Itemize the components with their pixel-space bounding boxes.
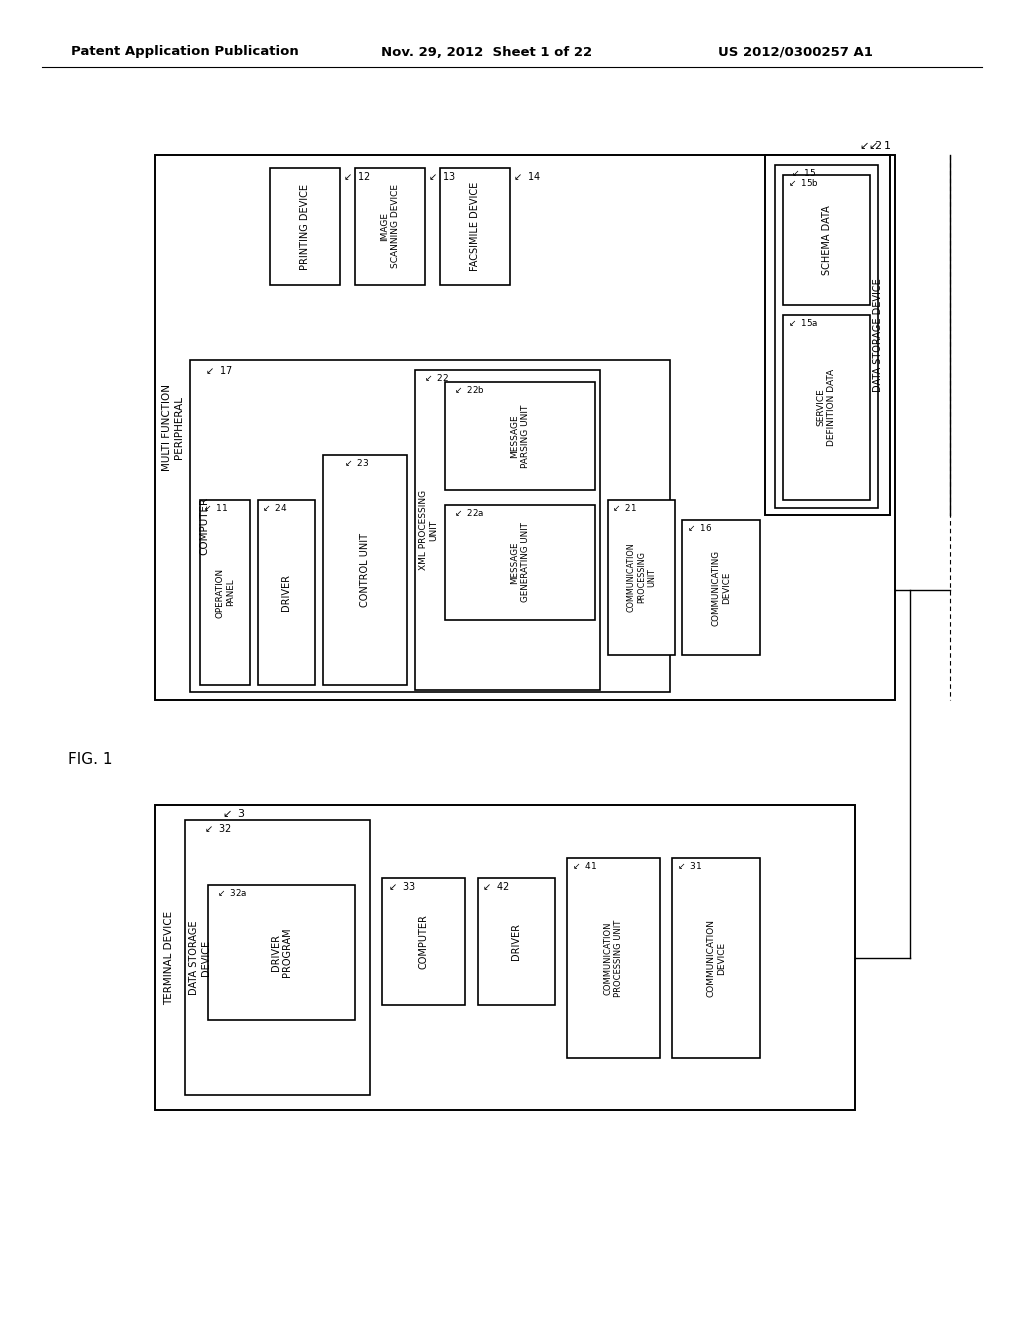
Text: $\swarrow$ 16: $\swarrow$ 16 bbox=[686, 521, 712, 533]
Text: MESSAGE
PARSING UNIT: MESSAGE PARSING UNIT bbox=[510, 404, 529, 467]
Text: SCHEMA DATA: SCHEMA DATA bbox=[821, 205, 831, 275]
Text: TERMINAL DEVICE: TERMINAL DEVICE bbox=[164, 911, 174, 1005]
Text: $\swarrow$ 2: $\swarrow$ 2 bbox=[857, 139, 882, 150]
Text: COMMUNICATION
PROCESSING
UNIT: COMMUNICATION PROCESSING UNIT bbox=[627, 543, 656, 612]
Text: $\swarrow$ 22: $\swarrow$ 22 bbox=[423, 372, 450, 383]
Text: $\swarrow$ 33: $\swarrow$ 33 bbox=[387, 880, 416, 892]
Bar bbox=[355, 168, 425, 285]
Bar bbox=[783, 176, 870, 305]
Text: DRIVER
PROGRAM: DRIVER PROGRAM bbox=[270, 928, 292, 977]
Bar bbox=[478, 878, 555, 1005]
Text: COMMUNICATING
DEVICE: COMMUNICATING DEVICE bbox=[712, 549, 731, 626]
Text: COMPUTER: COMPUTER bbox=[419, 913, 428, 969]
Bar bbox=[155, 154, 895, 700]
Text: DRIVER: DRIVER bbox=[512, 923, 521, 960]
Bar bbox=[190, 360, 670, 692]
Text: FIG. 1: FIG. 1 bbox=[68, 752, 113, 767]
Text: Nov. 29, 2012  Sheet 1 of 22: Nov. 29, 2012 Sheet 1 of 22 bbox=[381, 45, 593, 58]
Text: Patent Application Publication: Patent Application Publication bbox=[71, 45, 299, 58]
Text: $\swarrow$ 23: $\swarrow$ 23 bbox=[343, 457, 370, 469]
Bar bbox=[682, 520, 760, 655]
Text: $\swarrow$ 15: $\swarrow$ 15 bbox=[790, 168, 816, 178]
Bar bbox=[445, 506, 595, 620]
Text: $\swarrow$ 22b: $\swarrow$ 22b bbox=[453, 384, 484, 395]
Text: $\swarrow$ 15b: $\swarrow$ 15b bbox=[787, 177, 818, 187]
Text: COMMUNICATION
DEVICE: COMMUNICATION DEVICE bbox=[707, 919, 726, 997]
Text: COMMUNICATION
PROCESSING UNIT: COMMUNICATION PROCESSING UNIT bbox=[604, 919, 624, 997]
Text: $\swarrow$ 11: $\swarrow$ 11 bbox=[202, 502, 228, 513]
Text: $\swarrow$ 22a: $\swarrow$ 22a bbox=[453, 507, 484, 517]
Text: $\swarrow$ 21: $\swarrow$ 21 bbox=[611, 502, 637, 513]
Text: XML PROCESSING
UNIT: XML PROCESSING UNIT bbox=[419, 490, 438, 570]
Text: $\swarrow$ 17: $\swarrow$ 17 bbox=[204, 364, 232, 376]
Text: $\swarrow$ 41: $\swarrow$ 41 bbox=[571, 861, 598, 871]
Text: MESSAGE
GENERATING UNIT: MESSAGE GENERATING UNIT bbox=[510, 523, 529, 602]
Text: $\swarrow$ 31: $\swarrow$ 31 bbox=[676, 861, 702, 871]
Text: $\swarrow$ 3: $\swarrow$ 3 bbox=[220, 807, 246, 818]
Bar bbox=[270, 168, 340, 285]
Text: $\swarrow$ 32a: $\swarrow$ 32a bbox=[216, 887, 247, 898]
Bar bbox=[567, 858, 660, 1059]
Bar bbox=[185, 820, 370, 1096]
Text: US 2012/0300257 A1: US 2012/0300257 A1 bbox=[718, 45, 872, 58]
Text: DRIVER: DRIVER bbox=[282, 574, 292, 611]
Bar bbox=[200, 500, 250, 685]
Text: $\swarrow$ 12: $\swarrow$ 12 bbox=[342, 170, 371, 182]
Bar bbox=[415, 370, 600, 690]
Bar bbox=[765, 154, 890, 515]
Bar bbox=[672, 858, 760, 1059]
Text: PRINTING DEVICE: PRINTING DEVICE bbox=[300, 183, 310, 269]
Bar bbox=[258, 500, 315, 685]
Text: $\swarrow$ 15a: $\swarrow$ 15a bbox=[787, 317, 818, 327]
Bar bbox=[382, 878, 465, 1005]
Bar bbox=[155, 805, 855, 1110]
Text: $\swarrow$ 1: $\swarrow$ 1 bbox=[866, 139, 891, 150]
Text: FACSIMILE DEVICE: FACSIMILE DEVICE bbox=[470, 182, 480, 271]
Text: $\swarrow$ 14: $\swarrow$ 14 bbox=[512, 170, 541, 182]
Text: DATA STORAGE DEVICE: DATA STORAGE DEVICE bbox=[873, 279, 883, 392]
Text: SERVICE
DEFINITION DATA: SERVICE DEFINITION DATA bbox=[817, 368, 837, 446]
Text: $\swarrow$ 32: $\swarrow$ 32 bbox=[203, 822, 231, 834]
Bar bbox=[775, 165, 878, 508]
Text: IMAGE
SCANNING DEVICE: IMAGE SCANNING DEVICE bbox=[380, 185, 399, 268]
Text: $\swarrow$ 13: $\swarrow$ 13 bbox=[427, 170, 456, 182]
Text: CONTROL UNIT: CONTROL UNIT bbox=[360, 533, 370, 607]
Text: DATA STORAGE
DEVICE: DATA STORAGE DEVICE bbox=[189, 920, 211, 995]
Bar bbox=[445, 381, 595, 490]
Text: $\swarrow$ 24: $\swarrow$ 24 bbox=[261, 502, 288, 513]
Bar bbox=[208, 884, 355, 1020]
Text: MULTI FUNCTION
PERIPHERAL: MULTI FUNCTION PERIPHERAL bbox=[162, 384, 183, 471]
Bar bbox=[440, 168, 510, 285]
Text: OPERATION
PANEL: OPERATION PANEL bbox=[215, 568, 234, 618]
Bar bbox=[783, 315, 870, 500]
Text: COMPUTER: COMPUTER bbox=[199, 496, 209, 556]
Bar bbox=[323, 455, 407, 685]
Bar bbox=[608, 500, 675, 655]
Text: $\swarrow$ 42: $\swarrow$ 42 bbox=[481, 880, 510, 892]
